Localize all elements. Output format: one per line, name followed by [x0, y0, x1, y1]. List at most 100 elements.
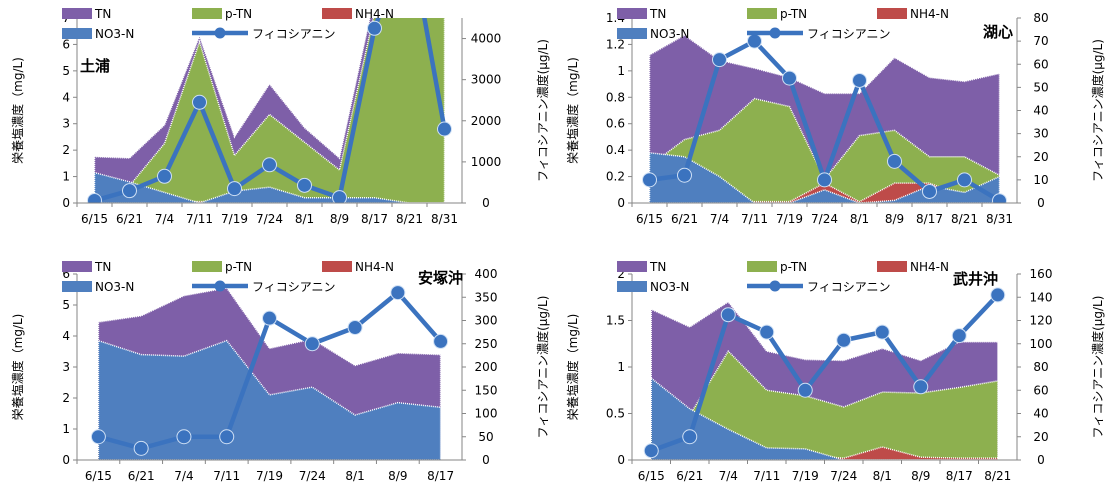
x-tick-label: 7/4 [174, 469, 193, 483]
legend-swatch-p-tn [747, 261, 777, 272]
y2-tick-label: 150 [475, 383, 498, 397]
phyco-point [347, 319, 363, 335]
legend-label: TN [649, 260, 666, 274]
legend-label: フィコシアニン [252, 27, 336, 41]
y-tick-label: 0.4 [606, 143, 625, 157]
x-tick-label: 7/19 [256, 469, 283, 483]
phyco-point [852, 72, 867, 88]
y2-tick-label: 400 [475, 267, 498, 281]
y2-tick-label: 1000 [471, 155, 502, 169]
x-tick-label: 8/9 [330, 212, 349, 226]
x-tick-label: 7/24 [299, 469, 326, 483]
legend-swatch-p-tn [192, 261, 222, 272]
phyco-line [650, 293, 1000, 453]
legend-swatch-p-tn [192, 8, 222, 19]
y-tick-label: 0.2 [606, 170, 625, 184]
x-tick-label: 8/1 [873, 469, 892, 483]
legend-label: p-TN [225, 7, 252, 21]
y2-tick-label: 10 [1033, 173, 1048, 187]
legend-swatch-phyco-point [214, 280, 226, 292]
legend-label: NH4-N [910, 7, 949, 21]
legend-label: フィコシアニン [807, 27, 891, 41]
area-nh4-n [650, 445, 999, 460]
phyco-point [874, 324, 890, 340]
y-tick-label: 5 [62, 64, 70, 78]
x-tick-label: 8/17 [916, 212, 943, 226]
legend-label: NO3-N [650, 27, 689, 41]
y2-tick-label: 20 [1033, 430, 1048, 444]
x-tick-label: 6/21 [671, 212, 698, 226]
y2-tick-label: 20 [1033, 150, 1048, 164]
phyco-point [643, 443, 659, 459]
y-tick-label: 2 [62, 391, 70, 405]
legend-label: NH4-N [355, 260, 394, 274]
area-p-tn [93, 18, 446, 203]
x-tick-label: 8/1 [295, 212, 314, 226]
legend-label: フィコシアニン [807, 280, 891, 294]
legend-label: NH4-N [355, 7, 394, 21]
y2-tick-label: 80 [1033, 360, 1048, 374]
legend-swatch-tn [62, 8, 92, 19]
y-tick-label: 4 [62, 90, 70, 104]
x-tick-label: 8/17 [361, 212, 388, 226]
phyco-point [782, 70, 797, 86]
x-tick-label: 7/11 [753, 469, 780, 483]
y-tick-label: 3 [62, 117, 70, 131]
y-tick-label: 0 [617, 196, 625, 210]
area-no3-n [650, 376, 998, 460]
y2-tick-label: 60 [1033, 383, 1048, 397]
legend-swatch-nh4-n [877, 261, 907, 272]
areas-group [650, 300, 999, 460]
x-tick-label: 7/24 [830, 469, 857, 483]
y2-tick-label: 350 [475, 290, 498, 304]
area-no3-n [93, 171, 445, 203]
y2-axis-title: フィコシアニン濃度(μg/L) [535, 39, 550, 182]
y2-tick-label: 2000 [471, 114, 502, 128]
phyco-point [192, 94, 207, 110]
x-tick-label: 6/15 [81, 212, 108, 226]
legend-swatch-no3-n [62, 28, 92, 39]
y2-tick-label: 0 [1037, 453, 1045, 467]
y-tick-label: 1 [62, 422, 70, 436]
legend-swatch-nh4-n [322, 8, 352, 19]
phyco-point [133, 440, 149, 456]
x-tick-label: 7/11 [186, 212, 213, 226]
y-tick-label: 1.2 [606, 37, 625, 51]
phyco-point [367, 20, 382, 36]
legend-swatch-p-tn [747, 8, 777, 19]
x-tick-label: 6/15 [85, 469, 112, 483]
legend-label: p-TN [780, 260, 807, 274]
phyco-point [437, 121, 452, 137]
x-tick-label: 7/19 [792, 469, 819, 483]
x-tick-label: 8/1 [850, 212, 869, 226]
phyco-point [677, 167, 692, 183]
legend-swatch-tn [617, 261, 647, 272]
chart-title: 安塚沖 [418, 269, 463, 287]
y2-tick-label: 30 [1033, 127, 1048, 141]
y2-tick-label: 80 [1033, 11, 1048, 25]
y-axis-title: 栄養塩濃度（mg/L) [10, 314, 25, 421]
x-tick-label: 7/4 [155, 212, 174, 226]
phyco-point [642, 172, 657, 188]
x-tick-label: 8/9 [388, 469, 407, 483]
phyco-point [332, 190, 347, 203]
y-tick-label: 0 [617, 453, 625, 467]
y2-tick-label: 40 [1033, 104, 1048, 118]
y-tick-label: 5 [62, 298, 70, 312]
chart-title: 湖心 [983, 23, 1013, 41]
y-tick-label: 6 [62, 267, 70, 281]
x-tick-label: 8/21 [951, 212, 978, 226]
y2-tick-label: 0 [482, 196, 490, 210]
legend-label: NO3-N [95, 280, 134, 294]
x-tick-label: 8/1 [345, 469, 364, 483]
legend-swatch-no3-n [62, 281, 92, 292]
x-tick-label: 8/17 [946, 469, 973, 483]
phyco-point [747, 33, 762, 49]
legend-label: TN [649, 7, 666, 21]
phyco-point [720, 307, 736, 323]
y2-tick-label: 250 [475, 337, 498, 351]
phyco-point [219, 429, 235, 445]
phyco-point [992, 193, 1007, 203]
chart-svg: 00.20.40.60.811.21.4010203040506070806/1… [565, 7, 1105, 226]
x-tick-label: 6/21 [676, 469, 703, 483]
